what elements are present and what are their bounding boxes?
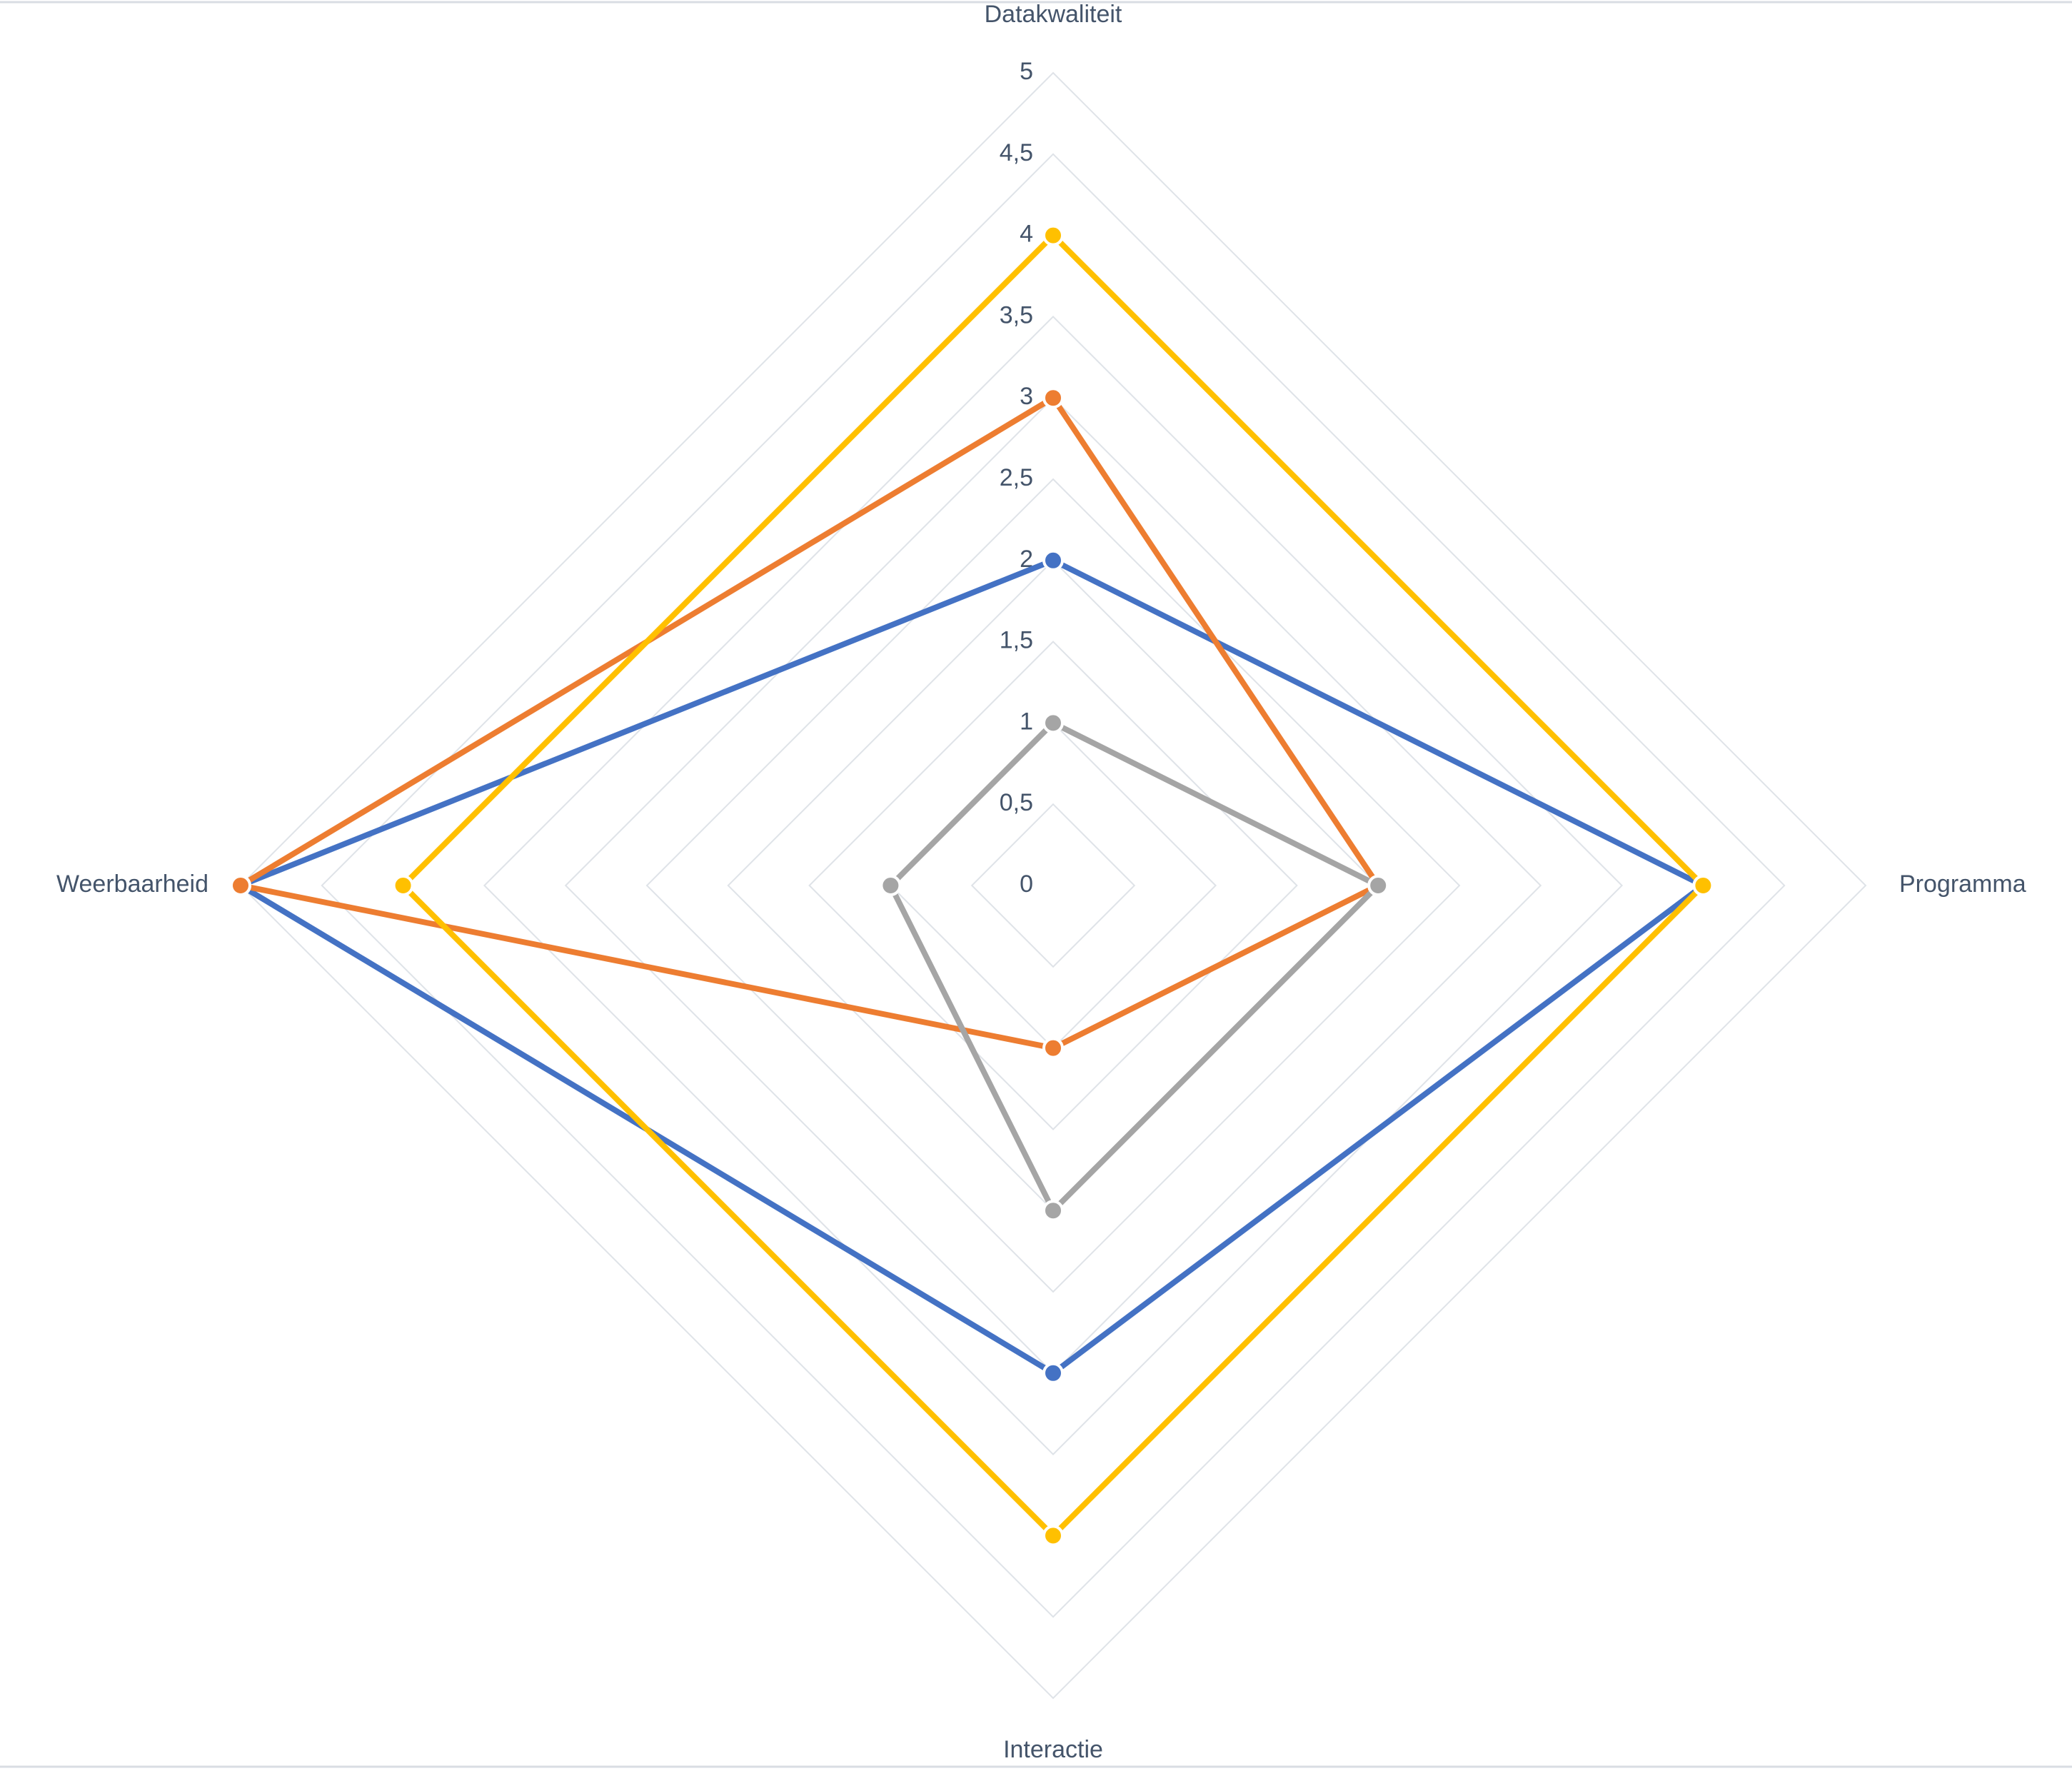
series-line <box>398 231 1708 1540</box>
marker <box>1042 1525 1064 1547</box>
grid-line <box>402 234 1704 1537</box>
r-tick-label: 0,5 <box>1000 789 1033 816</box>
grid-line <box>564 396 1542 1375</box>
r-tick-label: 2,5 <box>1000 464 1033 491</box>
marker <box>1042 712 1064 734</box>
r-tick-label: 5 <box>1020 58 1033 85</box>
marker <box>1042 1037 1064 1059</box>
grid-line <box>483 315 1624 1456</box>
grid-line <box>239 71 1867 1700</box>
grid-line <box>321 153 1786 1618</box>
grid-line <box>970 803 1136 968</box>
marker <box>230 875 251 896</box>
grid-line <box>645 478 1461 1293</box>
marker <box>1042 1362 1064 1384</box>
marker <box>1367 875 1389 896</box>
grid-line <box>889 721 1217 1050</box>
marker <box>1042 224 1064 246</box>
r-tick-label: 2 <box>1020 546 1033 573</box>
marker <box>1042 1200 1064 1222</box>
category-label: Weerbaarheid <box>56 871 208 898</box>
r-tick-label: 1 <box>1020 708 1033 735</box>
marker <box>880 875 902 896</box>
category-label: Interactie <box>1003 1736 1103 1763</box>
r-tick-label: 3,5 <box>1000 301 1033 328</box>
r-tick-label: 3 <box>1020 383 1033 410</box>
r-tick-label: 4 <box>1020 221 1033 248</box>
r-tick-label: 1,5 <box>1000 627 1033 654</box>
r-tick-label: 4,5 <box>1000 139 1033 166</box>
r-tick-label: 0 <box>1020 871 1033 898</box>
marker <box>1042 549 1064 571</box>
marker <box>392 875 414 896</box>
grid-line <box>727 559 1379 1212</box>
category-label: Programma <box>1899 871 2026 898</box>
marker <box>1692 875 1714 896</box>
category-label: Datakwaliteit <box>985 1 1122 28</box>
marker <box>1042 387 1064 409</box>
